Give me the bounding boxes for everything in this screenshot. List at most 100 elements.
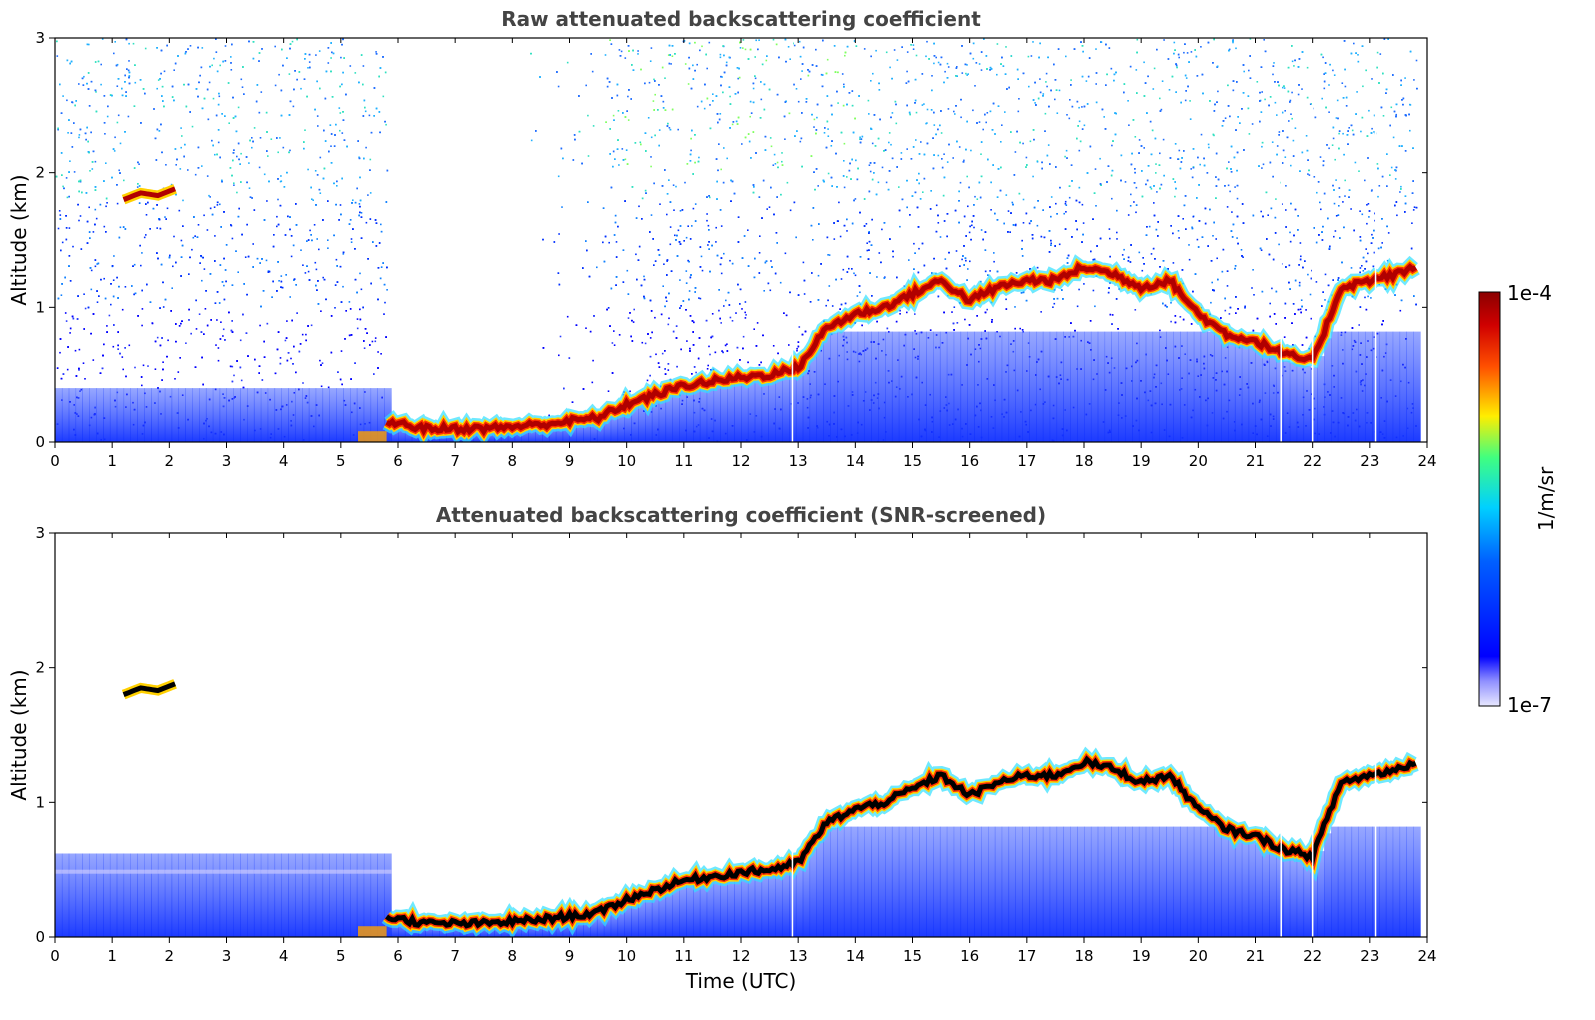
- noise-dot: [690, 149, 692, 152]
- noise-dot: [1338, 196, 1341, 198]
- noise-dot: [1251, 287, 1253, 289]
- noise-dot: [248, 162, 250, 164]
- noise-dot: [669, 226, 672, 228]
- noise-dot: [1244, 307, 1246, 309]
- noise-dot: [216, 319, 218, 321]
- noise-dot: [321, 362, 324, 364]
- noise-dot: [280, 175, 282, 177]
- noise-dot: [304, 129, 306, 131]
- noise-dot: [843, 83, 845, 86]
- noise-dot: [679, 210, 682, 212]
- noise-dot: [1094, 168, 1097, 170]
- noise-dot: [978, 63, 981, 65]
- noise-dot: [1311, 269, 1313, 272]
- noise-dot: [230, 56, 232, 58]
- noise-dot: [252, 243, 254, 245]
- noise-dot: [233, 182, 235, 184]
- noise-dot: [1064, 155, 1066, 158]
- noise-dot: [1358, 170, 1360, 172]
- noise-dot: [1085, 80, 1088, 82]
- noise-dot: [812, 239, 814, 241]
- noise-dot: [715, 241, 717, 243]
- noise-dot: [596, 266, 598, 269]
- noise-dot: [720, 225, 723, 227]
- noise-dot: [1293, 65, 1295, 67]
- noise-dot: [358, 203, 361, 205]
- noise-dot: [1320, 208, 1322, 211]
- noise-dot: [365, 221, 368, 224]
- noise-dot: [653, 78, 655, 81]
- noise-dot: [1288, 120, 1290, 122]
- noise-dot: [220, 321, 222, 323]
- noise-dot: [626, 269, 629, 272]
- noise-dot: [980, 280, 982, 283]
- noise-dot: [180, 127, 182, 129]
- noise-dot: [157, 79, 160, 81]
- noise-dot: [587, 155, 590, 157]
- noise-dot: [1025, 156, 1028, 159]
- noise-dot: [1413, 206, 1416, 208]
- noise-dot: [848, 267, 850, 270]
- noise-dot: [976, 198, 979, 200]
- noise-dot: [279, 180, 282, 183]
- noise-dot: [688, 290, 691, 292]
- noise-dot: [1362, 270, 1365, 272]
- noise-dot: [813, 126, 815, 128]
- noise-dot: [1259, 99, 1262, 102]
- noise-dot: [1190, 51, 1193, 53]
- noise-dot: [1208, 146, 1210, 149]
- noise-dot: [320, 385, 323, 388]
- noise-dot: [237, 106, 240, 109]
- noise-dot: [84, 307, 87, 310]
- noise-dot: [925, 122, 927, 125]
- noise-dot: [114, 41, 116, 43]
- noise-dot: [1240, 249, 1243, 251]
- noise-dot: [853, 272, 855, 275]
- noise-dot: [177, 371, 180, 373]
- noise-dot: [172, 265, 174, 268]
- noise-dot: [236, 155, 238, 158]
- noise-dot: [900, 152, 903, 154]
- noise-dot: [95, 217, 98, 220]
- noise-dot: [672, 184, 675, 186]
- noise-dot: [647, 117, 650, 119]
- noise-dot: [789, 209, 792, 212]
- noise-dot: [1278, 131, 1281, 133]
- noise-dot: [946, 62, 949, 65]
- noise-dot: [1267, 214, 1269, 216]
- noise-dot: [1379, 53, 1382, 55]
- noise-dot: [964, 318, 966, 321]
- noise-dot: [1005, 298, 1007, 301]
- noise-dot: [143, 236, 146, 239]
- noise-dot: [1123, 248, 1125, 251]
- noise-dot: [1252, 269, 1254, 271]
- noise-dot: [1186, 52, 1189, 54]
- noise-dot: [1216, 257, 1218, 260]
- noise-dot: [1032, 175, 1034, 178]
- noise-dot: [92, 231, 95, 233]
- noise-dot: [108, 314, 111, 317]
- noise-dot: [725, 299, 727, 302]
- noise-dot: [655, 353, 657, 356]
- noise-dot: [996, 43, 999, 45]
- noise-dot: [779, 281, 782, 284]
- noise-dot: [1289, 99, 1292, 102]
- noise-dot: [334, 307, 336, 309]
- noise-dot: [937, 61, 940, 64]
- noise-dot: [276, 225, 278, 228]
- noise-dot: [1058, 243, 1061, 246]
- noise-dot: [342, 253, 345, 255]
- noise-dot: [1376, 163, 1379, 165]
- noise-dot: [967, 73, 969, 75]
- noise-dot: [1262, 163, 1265, 166]
- noise-dot: [1226, 285, 1229, 287]
- noise-dot: [1017, 110, 1020, 113]
- noise-dot: [1232, 41, 1234, 44]
- noise-dot: [1351, 129, 1354, 132]
- noise-dot: [214, 153, 216, 156]
- noise-dot: [365, 146, 367, 149]
- noise-dot: [937, 222, 940, 224]
- noise-dot: [105, 205, 107, 208]
- noise-dot: [784, 252, 787, 255]
- noise-dot: [744, 317, 747, 319]
